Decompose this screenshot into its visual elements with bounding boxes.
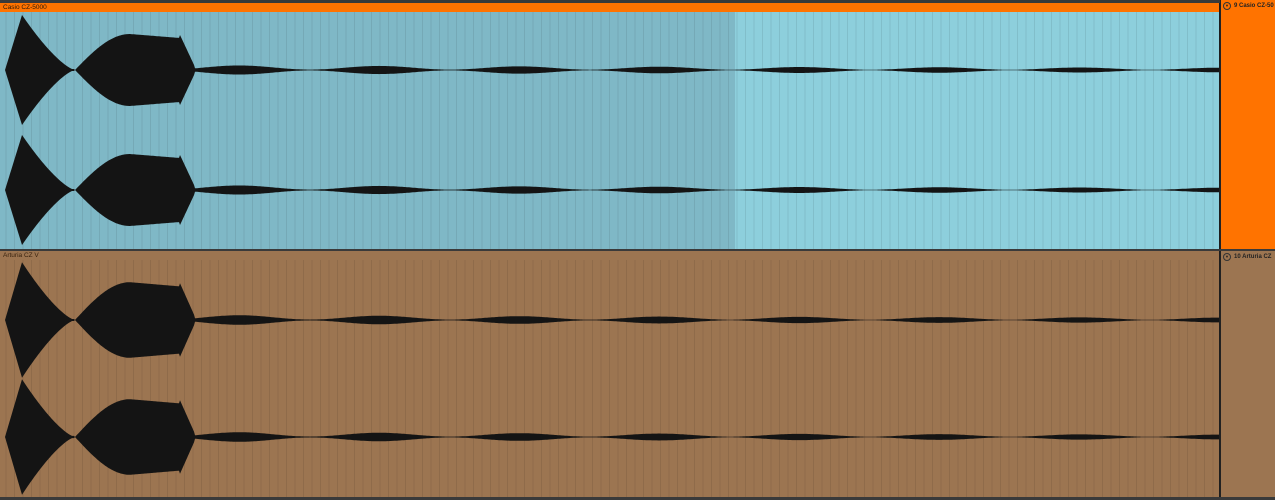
waveform-channel-1	[0, 15, 1219, 125]
track-header-arturia[interactable]: ▼ 10 Arturia CZ	[1220, 251, 1275, 500]
clip-title[interactable]: Arturia CZ V	[0, 251, 1219, 260]
waveform-channel-2	[0, 135, 1219, 245]
arrangement-top-strip	[0, 0, 1275, 3]
waveform-channel-2	[0, 379, 1219, 495]
track-name[interactable]: 10 Arturia CZ	[1234, 254, 1272, 260]
audio-clip-arturia[interactable]: Arturia CZ V	[0, 251, 1219, 497]
chevron-down-icon[interactable]: ▼	[1223, 253, 1231, 261]
audio-clip-casio[interactable]: Casio CZ-5000	[0, 3, 1219, 249]
waveform-channel-1	[0, 262, 1219, 378]
waveform-arturia	[0, 260, 1219, 497]
clip-title[interactable]: Casio CZ-5000	[0, 3, 1219, 12]
track-header-casio[interactable]: ▼ 9 Casio CZ-50	[1220, 0, 1275, 249]
track-divider	[0, 249, 1275, 251]
waveform-casio	[0, 3, 1219, 249]
chevron-down-icon[interactable]: ▼	[1223, 2, 1231, 10]
track-name[interactable]: 9 Casio CZ-50	[1234, 3, 1274, 9]
bottom-border	[0, 497, 1275, 500]
